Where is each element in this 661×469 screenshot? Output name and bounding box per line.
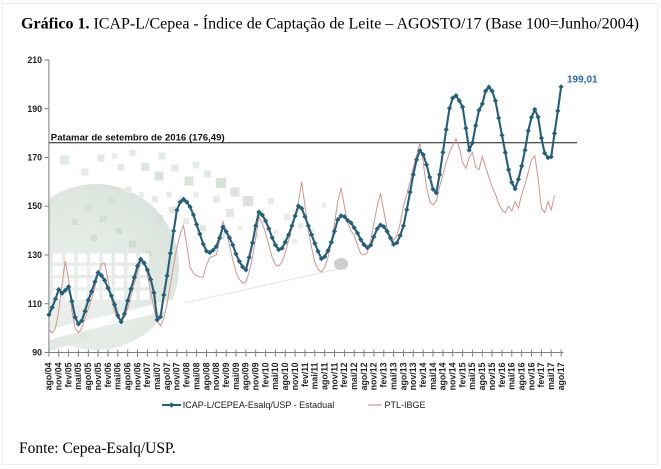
svg-text:130: 130: [27, 250, 42, 260]
svg-text:ago/08: ago/08: [201, 362, 211, 390]
svg-text:fev/14: fev/14: [418, 362, 428, 387]
svg-text:fev/08: fev/08: [182, 362, 192, 387]
svg-text:mai/06: mai/06: [113, 362, 123, 389]
svg-text:fev/11: fev/11: [300, 362, 310, 387]
svg-text:ago/05: ago/05: [83, 362, 93, 390]
svg-text:mai/07: mai/07: [152, 362, 162, 389]
svg-text:199,01: 199,01: [567, 75, 598, 86]
svg-text:nov/16: nov/16: [526, 362, 536, 390]
svg-text:fev/06: fev/06: [103, 362, 113, 387]
svg-text:nov/14: nov/14: [448, 362, 458, 390]
svg-text:mai/08: mai/08: [191, 362, 201, 389]
svg-text:mai/05: mai/05: [73, 362, 83, 389]
svg-text:mai/11: mai/11: [310, 362, 320, 389]
svg-text:fev/15: fev/15: [457, 362, 467, 387]
svg-text:fev/10: fev/10: [260, 362, 270, 387]
svg-text:nov/06: nov/06: [132, 362, 142, 390]
svg-text:ago/17: ago/17: [556, 362, 566, 390]
svg-text:ago/11: ago/11: [320, 362, 330, 389]
svg-text:190: 190: [27, 104, 42, 114]
svg-text:ago/12: ago/12: [359, 362, 369, 390]
svg-text:mai/14: mai/14: [428, 362, 438, 389]
svg-text:Fonte: Cepea-Esalq/USP.: Fonte: Cepea-Esalq/USP.: [19, 440, 176, 457]
svg-text:ago/14: ago/14: [438, 362, 448, 390]
svg-text:nov/15: nov/15: [487, 362, 497, 390]
svg-text:90: 90: [32, 348, 42, 358]
svg-text:170: 170: [27, 153, 42, 163]
svg-text:fev/05: fev/05: [63, 362, 73, 387]
svg-text:110: 110: [28, 299, 42, 309]
svg-text:PTL-IBGE: PTL-IBGE: [385, 400, 426, 410]
svg-text:ago/04: ago/04: [44, 362, 54, 390]
svg-text:nov/09: nov/09: [251, 362, 261, 390]
svg-text:Gráfico 1. ICAP-L/Cepea - Índi: Gráfico 1. ICAP-L/Cepea - Índice de Capt…: [21, 14, 639, 33]
svg-text:ago/16: ago/16: [517, 362, 527, 390]
svg-text:mai/17: mai/17: [546, 362, 556, 389]
svg-text:mai/09: mai/09: [231, 362, 241, 389]
svg-text:ago/09: ago/09: [241, 362, 251, 390]
svg-text:ICAP-L/CEPEA-Esalq/USP - Estad: ICAP-L/CEPEA-Esalq/USP - Estadual: [183, 400, 334, 410]
svg-text:nov/13: nov/13: [408, 362, 418, 390]
svg-text:fev/13: fev/13: [379, 362, 389, 387]
svg-text:150: 150: [27, 201, 42, 211]
svg-text:fev/07: fev/07: [142, 362, 152, 387]
svg-text:mai/10: mai/10: [270, 362, 280, 389]
svg-text:mai/13: mai/13: [388, 362, 398, 389]
svg-text:ago/15: ago/15: [477, 362, 487, 390]
svg-text:fev/17: fev/17: [536, 362, 546, 387]
svg-text:nov/07: nov/07: [172, 362, 182, 390]
svg-text:nov/05: nov/05: [93, 362, 103, 390]
svg-text:nov/12: nov/12: [369, 362, 379, 390]
svg-text:ago/07: ago/07: [162, 362, 172, 390]
svg-text:fev/09: fev/09: [221, 362, 231, 387]
svg-text:210: 210: [27, 55, 42, 65]
svg-text:nov/11: nov/11: [329, 362, 339, 389]
svg-text:fev/12: fev/12: [339, 362, 349, 387]
svg-text:nov/10: nov/10: [290, 362, 300, 390]
svg-text:mai/16: mai/16: [507, 362, 517, 389]
svg-text:ago/06: ago/06: [123, 362, 133, 390]
svg-text:nov/04: nov/04: [54, 362, 64, 390]
svg-text:ago/13: ago/13: [398, 362, 408, 390]
svg-text:nov/08: nov/08: [211, 362, 221, 390]
svg-text:ago/10: ago/10: [280, 362, 290, 390]
svg-text:mai/15: mai/15: [467, 362, 477, 389]
svg-text:fev/16: fev/16: [497, 362, 507, 387]
svg-text:mai/12: mai/12: [349, 362, 359, 389]
svg-text:Patamar de setembro de 2016 (1: Patamar de setembro de 2016 (176,49): [51, 132, 225, 143]
